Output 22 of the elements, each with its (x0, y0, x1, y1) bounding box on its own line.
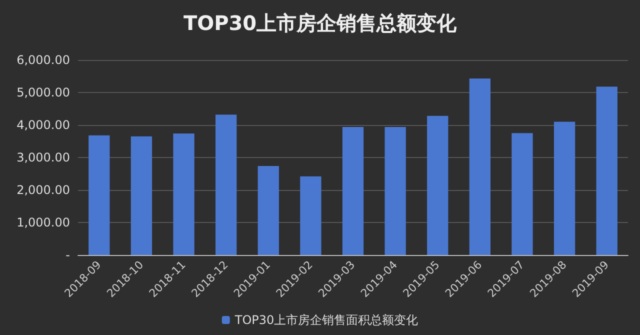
y-tick-label: 3,000.00 (16, 150, 70, 164)
bar (384, 126, 406, 255)
y-tick-label: 6,000.00 (16, 53, 70, 67)
chart-title: TOP30上市房企销售总额变化 (183, 11, 458, 35)
bar (427, 116, 448, 255)
bar (88, 135, 110, 255)
bar (596, 86, 618, 255)
bar (216, 114, 237, 255)
bar (173, 133, 194, 255)
bar (469, 78, 490, 255)
bar (258, 166, 279, 255)
bar (300, 176, 322, 255)
y-tick-label: 2,000.00 (16, 183, 70, 197)
bar (342, 126, 364, 255)
bar (554, 122, 576, 255)
legend-label: TOP30上市房企销售面积总额变化 (234, 313, 418, 327)
y-tick-label: 5,000.00 (16, 86, 70, 100)
y-tick-label: 1,000.00 (16, 216, 70, 230)
y-tick-label: - (66, 248, 70, 262)
bar (512, 133, 533, 255)
y-tick-label: 4,000.00 (16, 118, 70, 132)
bar (130, 136, 152, 255)
